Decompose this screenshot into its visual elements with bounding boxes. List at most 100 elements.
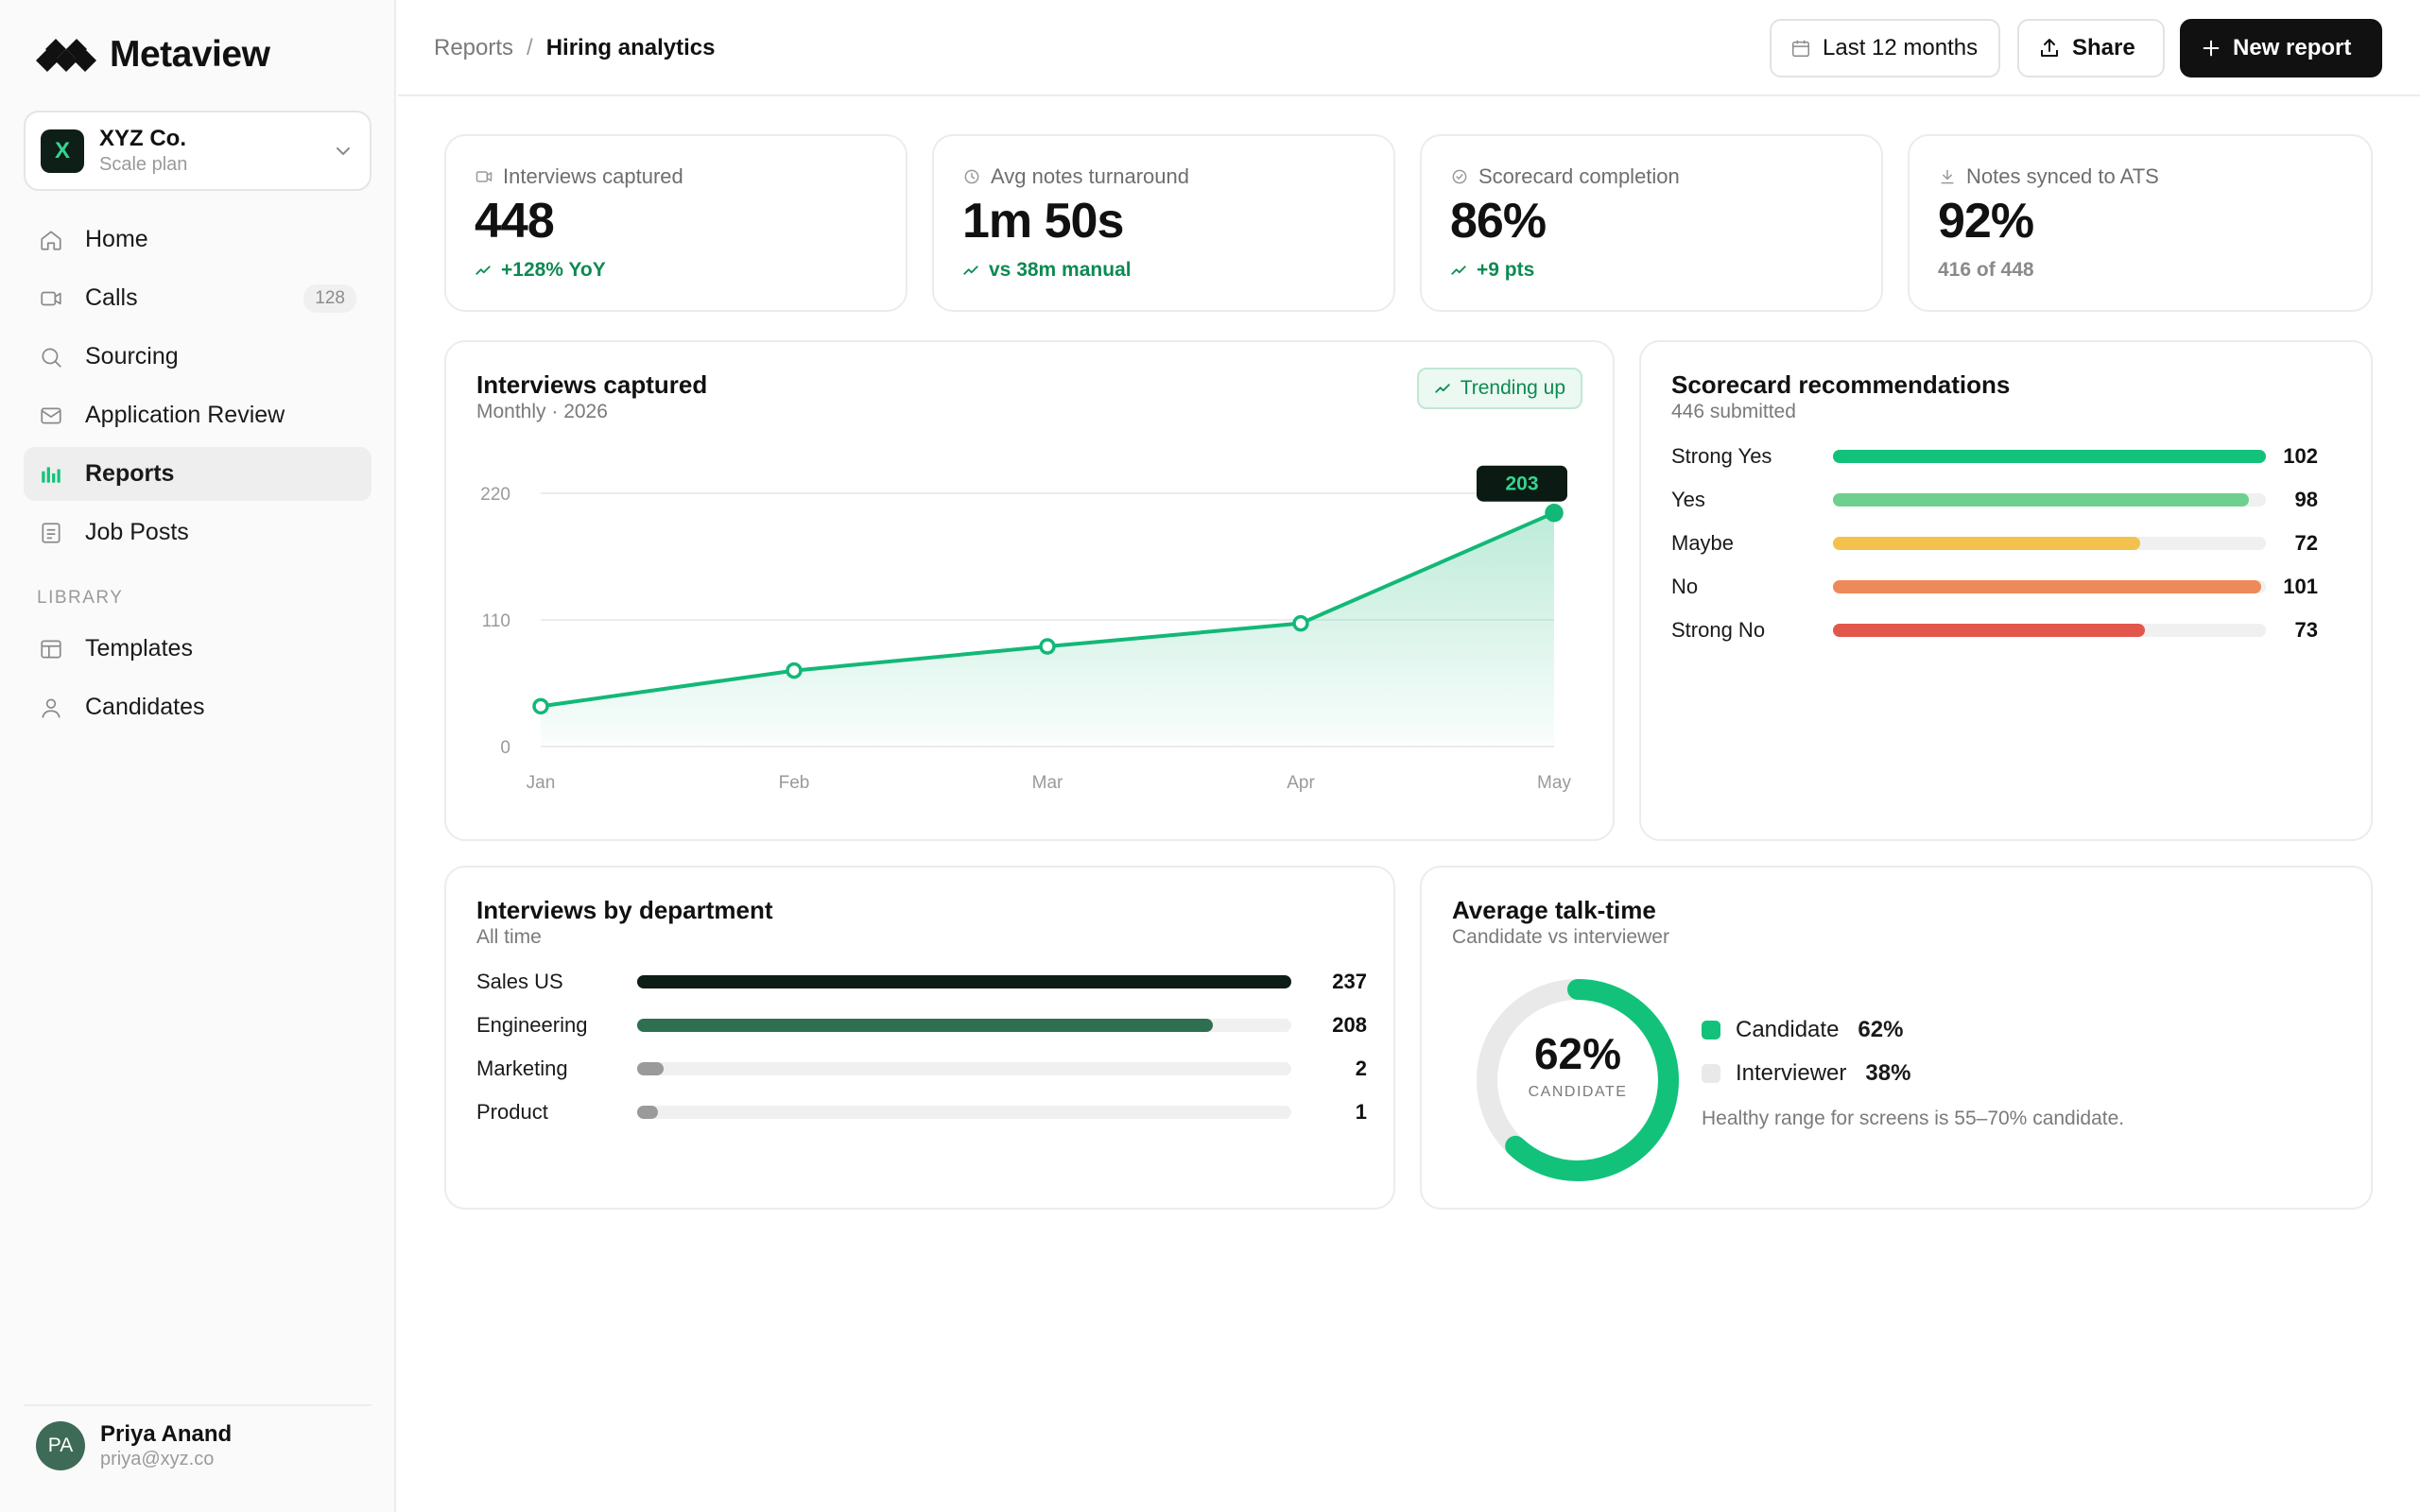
metaview-logo-icon (36, 39, 96, 72)
chart-title: Interviews captured (476, 370, 708, 399)
scorecard-row-fill (1833, 493, 2249, 507)
legend-candidate: Candidate 62% (1702, 1017, 1903, 1043)
department-row-label: Sales US (476, 970, 563, 993)
sidebar-item-job-posts[interactable]: Job Posts (24, 506, 372, 559)
data-point (786, 662, 803, 679)
kpi-label: Avg notes turnaround (991, 164, 1189, 188)
kpi-card-ats-sync: Notes synced to ATS 92% 416 of 448 (1908, 134, 2373, 312)
kpi-delta: +128% YoY (501, 259, 606, 281)
scorecard-row-fill (1833, 624, 2145, 637)
sidebar-nav: Home Calls 128 Sourcing Application Revi… (24, 213, 372, 739)
trend-up-icon (1451, 266, 1466, 275)
department-row-value: 237 (1332, 970, 1367, 993)
data-point (1292, 614, 1309, 632)
department-row-value: 208 (1332, 1013, 1367, 1037)
department-row-fill (637, 975, 1291, 988)
peak-tooltip (1477, 465, 1567, 502)
department-row-label: Engineering (476, 1013, 588, 1037)
breadcrumb-reports-link[interactable]: Reports (434, 35, 514, 60)
trend-up-icon (1435, 384, 1450, 393)
date-range-button[interactable]: Last 12 months (1770, 19, 2000, 77)
scorecard-row-fill (1833, 580, 2262, 593)
sidebar-item-calls[interactable]: Calls 128 (24, 271, 372, 325)
sidebar-item-home[interactable]: Home (24, 213, 372, 266)
department-row-track (637, 975, 1291, 988)
scorecard-row-label: No (1671, 575, 1699, 598)
sidebar-item-label: Reports (85, 460, 175, 487)
avatar: PA (36, 1421, 85, 1470)
donut-candidate-segment (1477, 979, 1679, 1181)
interviews-line-chart: 0 110 220 Jan Feb Mar Apr May 203 (480, 465, 1571, 793)
scorecard-row-track (1833, 537, 2266, 550)
scorecard-row-track (1833, 624, 2266, 637)
kpi-delta: vs 38m manual (989, 259, 1132, 281)
talk-time-card: Average talk-time Candidate vs interview… (1420, 866, 2373, 1210)
trend-up-icon (963, 266, 978, 275)
kpi-card-scorecard-completion: Scorecard completion 86% +9 pts (1420, 134, 1883, 312)
new-report-label: New report (2233, 35, 2352, 60)
clock-icon (964, 169, 979, 184)
date-range-label: Last 12 months (1823, 35, 1979, 60)
legend-label: Interviewer (1736, 1060, 1847, 1086)
library-heading: LIBRARY (37, 588, 124, 608)
new-report-button[interactable]: New report (2180, 19, 2382, 77)
x-tick-label: Mar (1032, 773, 1063, 793)
y-tick-label: 110 (482, 611, 510, 631)
search-icon (39, 345, 63, 369)
topbar: Reports / Hiring analytics Last 12 month… (398, 0, 2420, 96)
workspace-name: XYZ Co. (99, 126, 187, 151)
legend-pct: 62% (1858, 1017, 1904, 1042)
scorecard-row-label: Yes (1671, 488, 1705, 511)
brand-logo[interactable]: Metaview (36, 34, 270, 76)
page-title: Hiring analytics (545, 35, 716, 60)
sidebar-item-templates[interactable]: Templates (24, 622, 372, 676)
departments-card: Interviews by department All time Sales … (444, 866, 1395, 1210)
kpi-value: 448 (475, 194, 555, 249)
sidebar-item-reports[interactable]: Reports (24, 447, 372, 501)
plus-icon (2203, 40, 2220, 57)
interviews-chart-card: Interviews captured Monthly · 2026 Trend… (444, 340, 1615, 841)
share-button[interactable]: Share (2017, 19, 2165, 77)
share-label: Share (2072, 35, 2135, 60)
sidebar-item-candidates[interactable]: Candidates (24, 680, 372, 734)
donut-center-label: CANDIDATE (1528, 1084, 1628, 1100)
talk-time-subtitle: Candidate vs interviewer (1452, 926, 1669, 948)
donut-center-value: 62% (1533, 1029, 1622, 1078)
trending-up-label: Trending up (1460, 377, 1565, 399)
data-point (1039, 638, 1056, 655)
scorecard-subtitle: 446 submitted (1671, 401, 1796, 422)
chart-subtitle: Monthly · 2026 (476, 401, 608, 422)
trending-up-badge: Trending up (1416, 368, 1582, 409)
y-tick-label: 0 (500, 738, 510, 758)
workspace-switcher[interactable]: X XYZ Co. Scale plan (24, 111, 372, 191)
x-tick-label: Jan (527, 773, 556, 793)
kpi-label: Scorecard completion (1478, 164, 1680, 188)
sidebar-item-application-review[interactable]: Application Review (24, 388, 372, 442)
scorecard-row-track (1833, 580, 2266, 593)
user-profile[interactable]: PA Priya Anand priya@xyz.co (24, 1404, 372, 1470)
sidebar-item-label: Application Review (85, 402, 285, 428)
x-tick-label: Feb (779, 773, 810, 793)
chevron-down-icon (337, 146, 350, 155)
scorecard-row-track (1833, 493, 2266, 507)
kpi-value: 1m 50s (962, 194, 1124, 249)
department-row-value: 2 (1355, 1057, 1367, 1080)
kpi-label: Interviews captured (503, 164, 683, 188)
department-row-value: 1 (1355, 1100, 1367, 1124)
sidebar-item-label: Candidates (85, 694, 205, 720)
legend-label: Candidate (1736, 1017, 1840, 1042)
sidebar-item-label: Templates (85, 635, 193, 662)
department-row-fill (637, 1106, 658, 1119)
brand-name: Metaview (110, 34, 270, 75)
department-row-track (637, 1106, 1291, 1119)
scorecard-row-value: 73 (2294, 618, 2318, 642)
scorecard-row-label: Maybe (1671, 531, 1735, 555)
talk-time-note: Healthy range for screens is 55–70% cand… (1702, 1108, 2125, 1129)
sidebar-item-sourcing[interactable]: Sourcing (24, 330, 372, 384)
calls-count-badge: 128 (303, 284, 356, 313)
scorecard-row-label: Strong No (1671, 618, 1766, 642)
trend-up-icon (475, 266, 491, 275)
data-point (1545, 503, 1564, 523)
scorecard-row-track (1833, 450, 2266, 463)
video-icon (39, 286, 63, 311)
